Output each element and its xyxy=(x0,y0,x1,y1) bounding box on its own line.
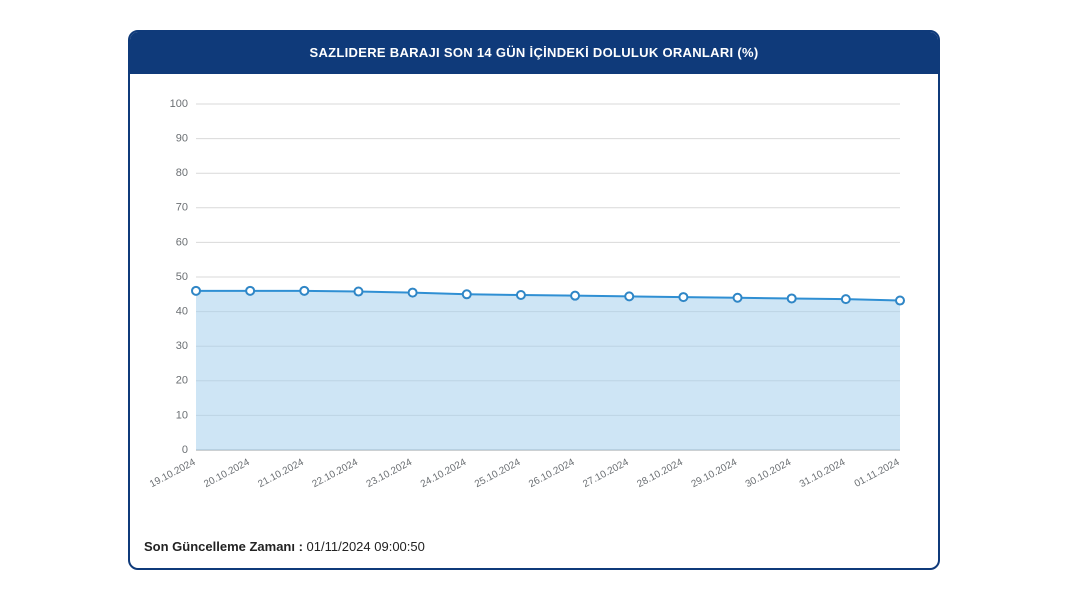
x-tick-label: 25.10.2024 xyxy=(473,457,523,490)
data-point xyxy=(842,295,850,303)
x-tick-label: 28.10.2024 xyxy=(635,457,685,490)
chart-area: 0 10 20 30 40 50 60 70 80 90 100 19.10.202420.10.20… xyxy=(148,92,920,508)
data-point xyxy=(463,290,471,298)
x-tick-label: 31.10.2024 xyxy=(798,457,848,490)
x-tick-label: 26.10.2024 xyxy=(527,457,577,490)
x-tick-label: 27.10.2024 xyxy=(581,457,631,490)
x-tick-label: 20.10.2024 xyxy=(202,457,252,490)
x-tick-label: 29.10.2024 xyxy=(690,457,740,490)
y-tick-label: 30 xyxy=(176,340,188,352)
x-tick-label: 24.10.2024 xyxy=(419,457,469,490)
x-tick-label: 30.10.2024 xyxy=(744,457,794,490)
y-tick-label: 90 xyxy=(176,133,188,145)
last-update-value: 01/11/2024 09:00:50 xyxy=(307,539,425,554)
y-tick-label: 70 xyxy=(176,202,188,214)
data-point xyxy=(571,292,579,300)
x-tick-label: 21.10.2024 xyxy=(256,457,306,490)
last-update: Son Güncelleme Zamanı : 01/11/2024 09:00… xyxy=(144,539,425,554)
x-tick-label: 01.11.2024 xyxy=(853,457,902,490)
y-tick-label: 50 xyxy=(176,271,188,283)
chart-card: SAZLIDERE BARAJI SON 14 GÜN İÇİNDEKİ DOL… xyxy=(128,30,940,570)
x-tick-label: 22.10.2024 xyxy=(311,457,361,490)
data-point xyxy=(679,293,687,301)
y-tick-label: 100 xyxy=(170,98,188,110)
data-point xyxy=(517,291,525,299)
data-point xyxy=(409,289,417,297)
y-tick-label: 80 xyxy=(176,167,188,179)
chart-title: SAZLIDERE BARAJI SON 14 GÜN İÇİNDEKİ DOL… xyxy=(130,32,938,74)
data-point xyxy=(192,287,200,295)
line-chart: 0 10 20 30 40 50 60 70 80 90 100 19.10.202420.10.20… xyxy=(148,92,920,512)
y-tick-label: 40 xyxy=(176,306,188,318)
data-point xyxy=(788,294,796,302)
x-tick-label: 19.10.2024 xyxy=(148,457,198,490)
last-update-label: Son Güncelleme Zamanı : xyxy=(144,539,307,554)
y-tick-label: 10 xyxy=(176,409,188,421)
y-tick-label: 60 xyxy=(176,236,188,248)
area-fill xyxy=(196,291,900,450)
data-point xyxy=(354,288,362,296)
x-tick-label: 23.10.2024 xyxy=(365,457,415,490)
data-point xyxy=(300,287,308,295)
data-point xyxy=(896,297,904,305)
data-point xyxy=(734,294,742,302)
y-tick-label: 0 xyxy=(182,444,188,456)
y-tick-label: 20 xyxy=(176,375,188,387)
data-point xyxy=(246,287,254,295)
data-point xyxy=(625,292,633,300)
